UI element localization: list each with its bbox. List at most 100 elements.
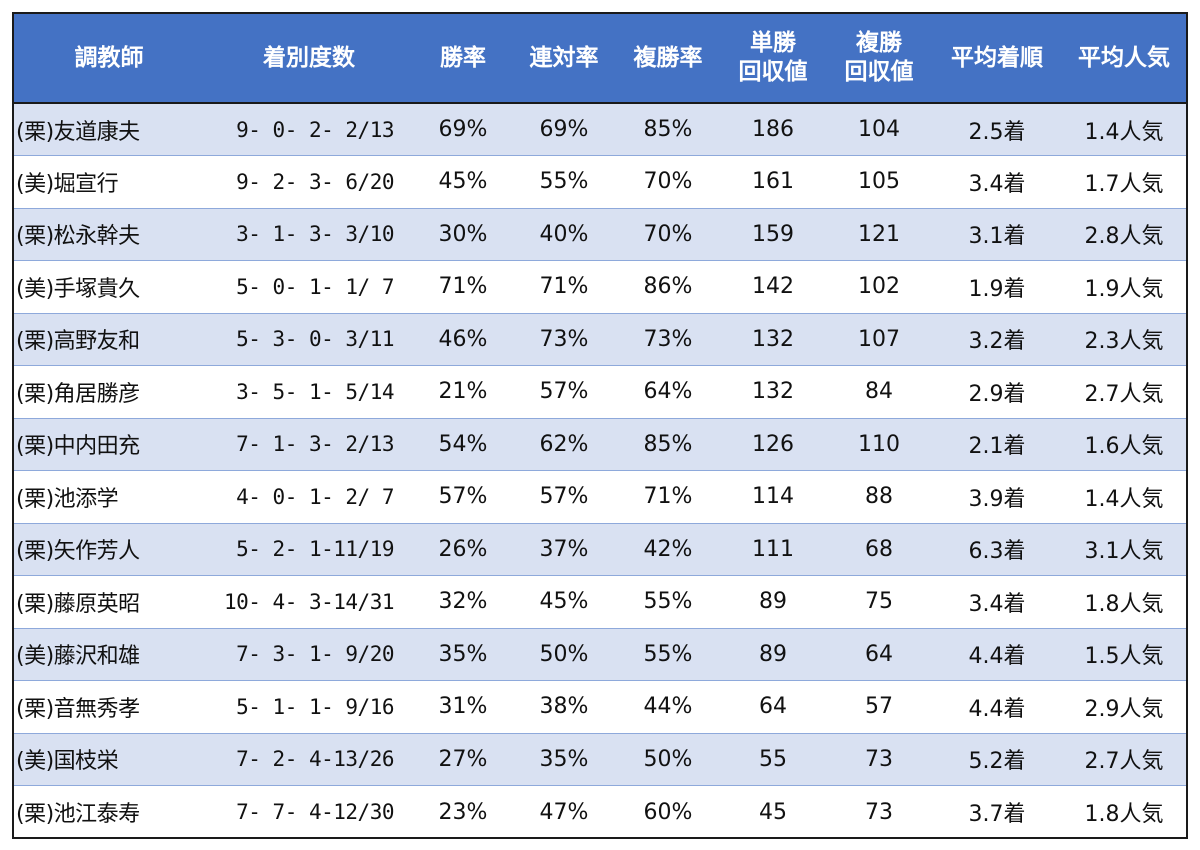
place-return-cell: 105 [826, 155, 932, 208]
win-return-cell: 55 [720, 732, 826, 786]
table-row: (栗)音無秀孝 5- 1- 1- 9/16 31% 38% 44% 64 57 4.4着 2.… [14, 680, 1186, 733]
table-row: (栗)藤原英昭 10- 4- 3-14/31 32% 45% 55% 89 75 3.4着 1.… [14, 575, 1186, 628]
trainer-cell: (栗)角居勝彦 [14, 365, 204, 418]
win-rate-cell: 71% [414, 260, 512, 313]
table-header: 調教師 着別度数 勝率 連対率 複勝率 単勝 回収値 複勝 回収値 平均着順 平均人… [14, 14, 1186, 104]
avg-finish-cell: 4.4着 [932, 627, 1062, 681]
record-cell: 10- 4- 3-14/31 [204, 575, 414, 628]
place-return-cell: 68 [826, 522, 932, 576]
win-return-cell: 89 [720, 627, 826, 681]
win-return-cell: 186 [752, 117, 794, 142]
record-cell: 7- 7- 4-12/30 [204, 785, 414, 837]
record-cell: 7- 1- 3- 2/13 [204, 417, 414, 471]
trainer-cell: (美)藤沢和雄 [14, 627, 204, 681]
trainer-cell: (美)手塚貴久 [14, 260, 204, 313]
win-rate-cell: 69% [438, 117, 488, 142]
header-line: 複勝率 [633, 44, 703, 71]
win-rate-cell: 21% [414, 365, 512, 418]
win-rate-cell: 46% [414, 312, 512, 366]
avg-finish-cell: 5.2着 [932, 732, 1062, 786]
top2-rate-cell: 69% [539, 117, 589, 142]
place-return-cell: 110 [826, 417, 932, 471]
top3-rate-cell: 64% [616, 365, 720, 418]
avg-finish-cell: 3.9着 [932, 470, 1062, 523]
avg-popularity-cell: 1.8人気 [1062, 785, 1186, 837]
win-rate-cell: 54% [414, 417, 512, 471]
top2-rate-cell: 50% [512, 627, 616, 681]
avg-popularity-cell: 2.7人気 [1062, 365, 1186, 418]
trainer-cell: (栗)友道康夫 [16, 119, 140, 145]
trainer-cell: (栗)高野友和 [14, 312, 204, 366]
top2-rate-cell: 73% [512, 312, 616, 366]
table-row: (栗)高野友和 5- 3- 0- 3/11 46% 73% 73% 132 107 3.2着… [14, 312, 1186, 366]
top3-rate-cell: 70% [616, 207, 720, 261]
avg-finish-cell: 3.4着 [932, 575, 1062, 628]
avg-popularity-cell: 1.4人気 [1062, 470, 1186, 523]
top2-rate-cell: 62% [512, 417, 616, 471]
place-return-cell: 102 [826, 260, 932, 313]
avg-finish-cell: 1.9着 [932, 260, 1062, 313]
top3-rate-cell: 60% [616, 785, 720, 837]
top3-rate-cell: 85% [643, 117, 693, 142]
place-return-cell: 121 [826, 207, 932, 261]
top3-rate-cell: 71% [616, 470, 720, 523]
table-row: (栗)矢作芳人 5- 2- 1-11/19 26% 37% 42% 111 68 6.3着 3… [14, 522, 1186, 576]
top3-rate-cell: 55% [616, 627, 720, 681]
avg-popularity-cell: 1.6人気 [1062, 417, 1186, 471]
avg-popularity-cell: 2.7人気 [1062, 732, 1186, 786]
place-return-cell: 104 [858, 117, 900, 142]
avg-finish-cell: 4.4着 [932, 680, 1062, 733]
top3-rate-cell: 85% [616, 417, 720, 471]
trainer-cell: (栗)中内田充 [14, 417, 204, 471]
stats-table: 調教師 着別度数 勝率 連対率 複勝率 単勝 回収値 複勝 回収値 平均着順 平均人… [14, 14, 1186, 837]
win-return-cell: 161 [720, 155, 826, 208]
top2-rate-cell: 55% [512, 155, 616, 208]
top3-rate-cell: 73% [616, 312, 720, 366]
table-row: (美)手塚貴久 5- 0- 1- 1/ 7 71% 71% 86% 142 102 1.9着… [14, 260, 1186, 313]
top3-rate-cell: 70% [616, 155, 720, 208]
win-rate-cell: 26% [414, 522, 512, 576]
record-cell: 5- 0- 1- 1/ 7 [204, 260, 414, 313]
avg-finish-cell: 3.4着 [932, 155, 1062, 208]
record-cell: 4- 0- 1- 2/ 7 [204, 470, 414, 523]
record-cell: 7- 2- 4-13/26 [204, 732, 414, 786]
header-line: 調教師 [74, 44, 144, 71]
table-body: (栗)友道康夫 9- 0- 2- 2/13 69% 69% 85% 186 104 2.5着… [14, 103, 1186, 837]
top2-rate-cell: 71% [512, 260, 616, 313]
top3-rate-cell: 55% [616, 575, 720, 628]
top2-rate-cell: 45% [512, 575, 616, 628]
top3-rate-cell: 44% [616, 680, 720, 733]
header-line: 回収値 [738, 59, 808, 85]
table-row: (栗)松永幹夫 3- 1- 3- 3/10 30% 40% 70% 159 121 3.1着… [14, 207, 1186, 261]
avg-finish-cell: 3.1着 [932, 207, 1062, 261]
win-rate-cell: 35% [414, 627, 512, 681]
header-line: 単勝 [750, 30, 796, 56]
header-line: 勝率 [440, 44, 486, 71]
header-line: 連対率 [529, 44, 599, 71]
avg-popularity-cell: 1.8人気 [1062, 575, 1186, 628]
win-return-cell: 159 [720, 207, 826, 261]
record-cell: 5- 1- 1- 9/16 [204, 680, 414, 733]
trainer-stats-table: 調教師 着別度数 勝率 連対率 複勝率 単勝 回収値 複勝 回収値 平均着順 平均人… [12, 12, 1188, 839]
avg-popularity-cell: 1.7人気 [1062, 155, 1186, 208]
trainer-cell: (栗)池添学 [14, 470, 204, 523]
top2-rate-cell: 57% [512, 470, 616, 523]
avg-finish-cell: 2.5着 [968, 119, 1026, 145]
top3-rate-cell: 42% [616, 522, 720, 576]
win-return-cell: 89 [720, 575, 826, 628]
win-return-cell: 126 [720, 417, 826, 471]
win-rate-cell: 57% [414, 470, 512, 523]
header-record: 着別度数 [204, 14, 414, 104]
avg-finish-cell: 2.9着 [932, 365, 1062, 418]
header-top2-rate: 連対率 [512, 14, 616, 104]
table-row: (栗)角居勝彦 3- 5- 1- 5/14 21% 57% 64% 132 84 2.9着 2… [14, 365, 1186, 418]
win-rate-cell: 32% [414, 575, 512, 628]
win-rate-cell: 30% [414, 207, 512, 261]
table-row: (栗)池添学 4- 0- 1- 2/ 7 57% 57% 71% 114 88 3.9着 1.… [14, 470, 1186, 523]
avg-popularity-cell: 1.9人気 [1062, 260, 1186, 313]
win-rate-cell: 27% [414, 732, 512, 786]
header-line: 着別度数 [263, 44, 355, 71]
place-return-cell: 75 [826, 575, 932, 628]
trainer-cell: (栗)矢作芳人 [14, 522, 204, 576]
top3-rate-cell: 86% [616, 260, 720, 313]
